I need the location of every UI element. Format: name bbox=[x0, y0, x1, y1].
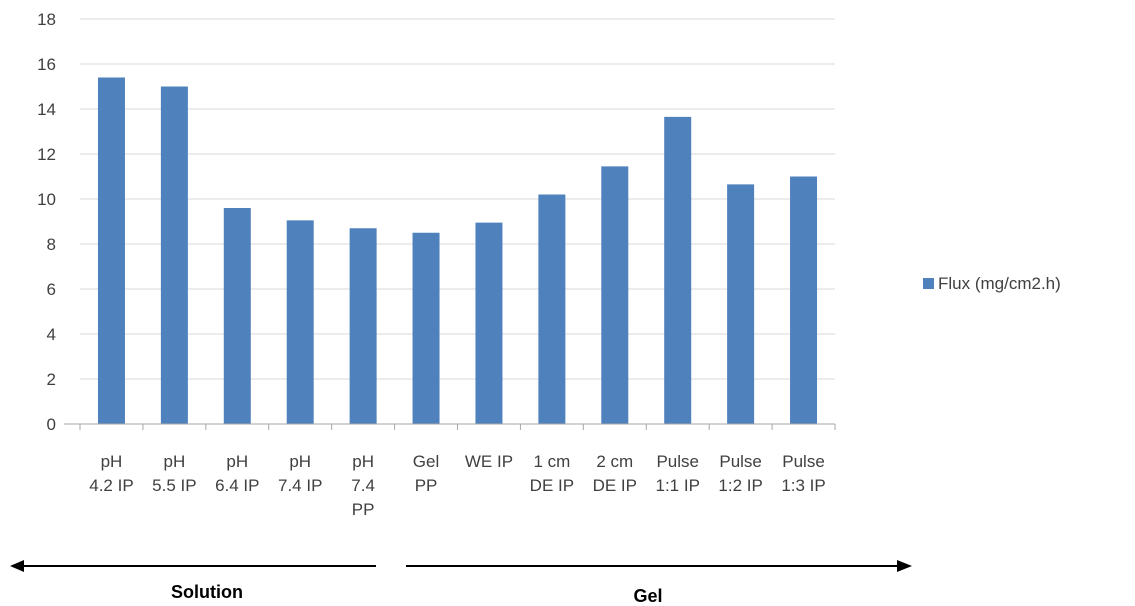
bar bbox=[286, 220, 314, 424]
bar bbox=[790, 176, 818, 424]
x-category-label: pH 7.4 IP bbox=[278, 452, 322, 495]
x-category-label: Pulse 1:3 IP bbox=[781, 452, 825, 495]
group-annotations: Solution Gel bbox=[10, 560, 912, 606]
bar bbox=[160, 86, 188, 424]
y-tick-label: 12 bbox=[37, 145, 56, 164]
group-label-gel: Gel bbox=[633, 586, 662, 606]
bar bbox=[601, 166, 629, 424]
x-category-label: pH 7.4 PP bbox=[351, 452, 375, 519]
x-category-label: Pulse 1:2 IP bbox=[718, 452, 762, 495]
bar bbox=[664, 116, 692, 424]
x-axis bbox=[64, 423, 836, 430]
x-axis-category-labels: pH 4.2 IP pH 5.5 IP pH 6.4 IP pH 7.4 IP pH 7.4 PP G… bbox=[89, 452, 826, 519]
y-tick-label: 16 bbox=[37, 55, 56, 74]
y-tick-label: 0 bbox=[47, 415, 56, 434]
y-tick-label: 8 bbox=[47, 235, 56, 254]
gel-arrow bbox=[406, 560, 912, 572]
solution-arrow bbox=[10, 560, 376, 572]
bar bbox=[475, 222, 503, 424]
bar bbox=[349, 228, 377, 424]
bar bbox=[412, 232, 440, 424]
y-tick-label: 6 bbox=[47, 280, 56, 299]
legend-label: Flux (mg/cm2.h) bbox=[938, 274, 1061, 293]
y-tick-label: 14 bbox=[37, 100, 56, 119]
x-category-label: WE IP bbox=[465, 452, 513, 471]
gridlines bbox=[80, 18, 835, 380]
y-tick-label: 18 bbox=[37, 10, 56, 29]
bar bbox=[538, 194, 566, 424]
x-category-label: 2 cm DE IP bbox=[593, 452, 637, 495]
x-category-label: Gel PP bbox=[413, 452, 439, 495]
group-label-solution: Solution bbox=[171, 582, 243, 602]
y-tick-label: 10 bbox=[37, 190, 56, 209]
y-tick-label: 4 bbox=[47, 325, 56, 344]
x-category-label: pH 5.5 IP bbox=[152, 452, 196, 495]
y-axis-ticks: 0 2 4 6 8 10 12 14 16 18 bbox=[37, 10, 56, 434]
legend: Flux (mg/cm2.h) bbox=[923, 274, 1061, 293]
bar bbox=[727, 184, 755, 424]
x-category-label: pH 6.4 IP bbox=[215, 452, 259, 495]
x-category-label: pH 4.2 IP bbox=[89, 452, 133, 495]
bars bbox=[97, 77, 818, 424]
bar bbox=[97, 77, 125, 424]
bar bbox=[223, 208, 251, 424]
y-tick-label: 2 bbox=[47, 370, 56, 389]
x-category-label: 1 cm DE IP bbox=[530, 452, 574, 495]
x-category-label: Pulse 1:1 IP bbox=[655, 452, 699, 495]
legend-swatch bbox=[923, 278, 934, 289]
